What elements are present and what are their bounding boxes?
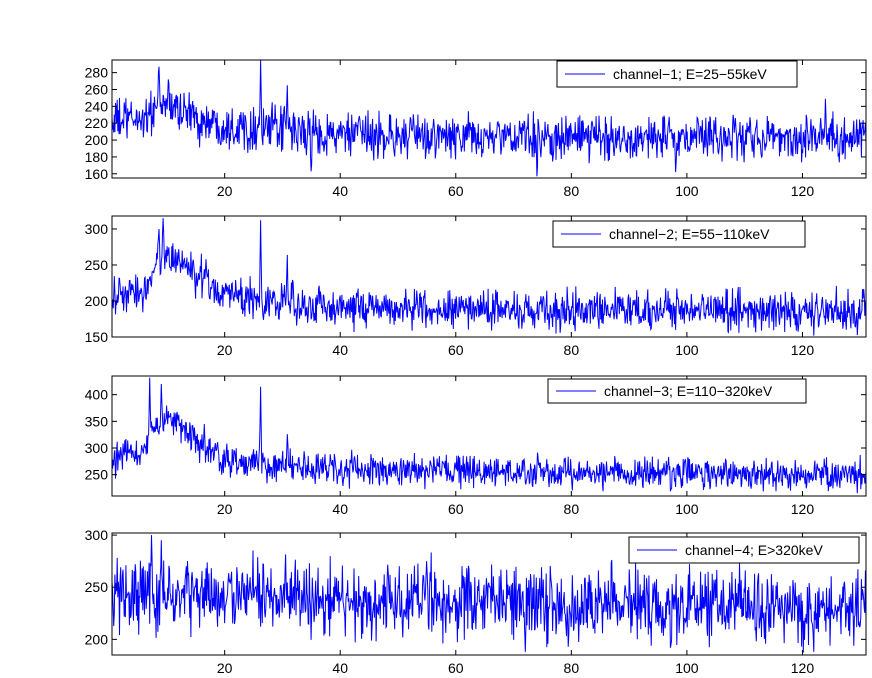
x-tick-label: 20 [217, 660, 233, 676]
y-tick-label: 200 [85, 631, 109, 647]
y-tick-label: 250 [85, 467, 109, 483]
x-tick-label: 20 [217, 501, 233, 517]
x-tick-label: 20 [217, 342, 233, 358]
y-tick-label: 280 [85, 65, 109, 81]
panel-channel-4: 20 40 60 80 100 120 200 250 300 channel−4; E>320k… [85, 527, 867, 676]
x-tick-label: 20 [217, 183, 233, 199]
x-tick-label: 120 [791, 660, 815, 676]
legend-label: channel−3; E=110−320keV [604, 383, 773, 399]
x-tick-label: 60 [448, 660, 464, 676]
legend: channel−1; E=25−55keV [556, 60, 798, 88]
panel-channel-3: 20 40 60 80 100 120 250 300 350 400 channel−3; E=1… [85, 375, 867, 517]
y-tick-label: 240 [85, 98, 109, 114]
x-tick-label: 60 [448, 183, 464, 199]
axes-frame [111, 532, 867, 656]
y-tick-label: 300 [85, 440, 109, 456]
x-tick-label: 100 [675, 342, 699, 358]
x-tick-label: 120 [791, 342, 815, 358]
x-tick-label: 40 [332, 501, 348, 517]
legend-label: channel−2; E=55−110keV [609, 226, 770, 242]
axes-frame [111, 215, 867, 338]
y-tick-label: 300 [85, 527, 109, 543]
x-tick-label: 100 [675, 183, 699, 199]
x-tick-label: 100 [675, 660, 699, 676]
y-tick-label: 220 [85, 115, 109, 131]
series-line [112, 60, 866, 177]
y-tick-label: 250 [85, 257, 109, 273]
panel-channel-2: 20 40 60 80 100 120 150 200 250 300 channel−2; E=5… [85, 215, 867, 358]
x-tick-label: 60 [448, 342, 464, 358]
legend: channel−3; E=110−320keV [547, 378, 807, 404]
legend: channel−2; E=55−110keV [552, 220, 806, 248]
x-tick-label: 120 [791, 183, 815, 199]
y-tick-label: 180 [85, 149, 109, 165]
x-tick-label: 80 [564, 660, 580, 676]
axes-frame [111, 375, 867, 497]
x-tick-label: 80 [564, 342, 580, 358]
y-tick-label: 400 [85, 387, 109, 403]
series-line [112, 535, 866, 653]
y-tick-label: 160 [85, 166, 109, 182]
x-tick-label: 120 [791, 501, 815, 517]
legend-label: channel−4; E>320keV [685, 542, 823, 558]
x-tick-label: 40 [332, 183, 348, 199]
x-tick-label: 80 [564, 501, 580, 517]
y-tick-label: 300 [85, 221, 109, 237]
x-tick-label: 80 [564, 183, 580, 199]
y-tick-label: 150 [85, 329, 109, 345]
legend: channel−4; E>320keV [628, 536, 860, 564]
series-line [112, 377, 866, 494]
axes-frame [111, 59, 867, 179]
y-tick-label: 200 [85, 293, 109, 309]
y-tick-label: 350 [85, 413, 109, 429]
series-line [112, 218, 866, 336]
x-tick-label: 60 [448, 501, 464, 517]
x-tick-label: 100 [675, 501, 699, 517]
x-tick-label: 40 [332, 342, 348, 358]
y-tick-label: 250 [85, 579, 109, 595]
legend-label: channel−1; E=25−55keV [613, 66, 767, 82]
x-tick-label: 40 [332, 660, 348, 676]
y-tick-label: 200 [85, 132, 109, 148]
y-tick-label: 260 [85, 82, 109, 98]
